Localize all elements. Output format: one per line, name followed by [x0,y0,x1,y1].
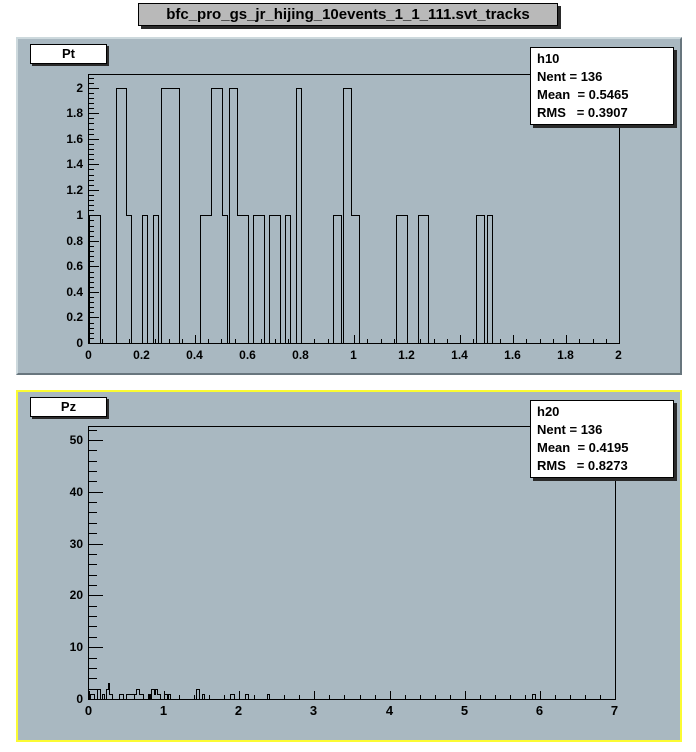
stats-hist-name: h20 [537,404,560,419]
histogram-plot[interactable] [89,427,615,699]
x-tick-label: 2 [615,348,622,362]
x-tick-label: 0.8 [292,348,309,362]
y-tick-label: 2 [76,80,83,95]
y-tick-label: 1.2 [66,182,83,197]
y-tick-label: 1.8 [66,105,83,120]
y-tick-label: 10 [69,639,83,654]
y-tick-label: 50 [69,432,83,447]
axis-ticks [89,430,601,699]
stats-mean: Mean = 0.4195 [537,440,629,455]
pz-plot-frame[interactable] [88,426,616,700]
x-tick-label: 1 [350,348,357,362]
x-tick-label: 6 [535,703,544,718]
x-tick-label: 0 [85,348,92,362]
histogram-line[interactable] [90,683,536,700]
y-tick-label: 30 [69,536,83,551]
pt-title-text: Pt [62,46,75,61]
x-tick-label: 1.6 [504,348,521,362]
histogram-line[interactable] [89,88,493,344]
x-tick-label: 1 [159,703,168,718]
x-tick-label: 4 [385,703,394,718]
pz-title-pave[interactable]: Pz [30,397,107,417]
x-tick-label: 0.2 [133,348,150,362]
y-tick-label: 0.6 [66,258,83,273]
y-tick-label: 40 [69,484,83,499]
stats-mean: Mean = 0.5465 [537,87,629,102]
pz-stats-box[interactable]: h20 Nent = 136 Mean = 0.4195 RMS = 0.827… [530,400,674,478]
stats-entries: Nent = 136 [537,69,603,84]
x-tick-label: 0.6 [239,348,256,362]
x-tick-label: 5 [460,703,469,718]
y-tick-label: 0 [76,335,83,350]
pt-plot-frame[interactable] [88,74,620,344]
y-tick-label: 0 [76,691,83,706]
stats-hist-name: h10 [537,51,560,66]
stats-rms: RMS = 0.3907 [537,105,628,120]
stats-entries: Nent = 136 [537,422,603,437]
x-tick-label: 3 [309,703,318,718]
y-tick-label: 20 [69,587,83,602]
pt-stats-box[interactable]: h10 Nent = 136 Mean = 0.5465 RMS = 0.390… [530,47,674,125]
y-tick-label: 0.4 [66,284,83,299]
x-tick-label: 7 [610,703,619,718]
y-tick-label: 1 [76,207,83,222]
x-tick-label: 1.8 [557,348,574,362]
pad-pt[interactable]: Pt h10 Nent = 136 Mean = 0.5465 RMS = 0.… [16,37,682,375]
y-tick-label: 1.6 [66,131,83,146]
y-tick-label: 1.4 [66,156,83,171]
canvas-title-text: bfc_pro_gs_jr_hijing_10events_1_1_111.sv… [166,6,530,23]
histogram-plot[interactable] [89,75,619,343]
x-tick-label: 0.4 [186,348,203,362]
canvas-title-pave[interactable]: bfc_pro_gs_jr_hijing_10events_1_1_111.sv… [138,3,558,26]
stats-rms: RMS = 0.8273 [537,458,628,473]
x-tick-label: 0 [84,703,93,718]
y-tick-label: 0.8 [66,233,83,248]
x-tick-label: 2 [234,703,243,718]
x-tick-label: 1.4 [451,348,468,362]
pad-pz[interactable]: Pz h20 Nent = 136 Mean = 0.4195 RMS = 0.… [16,390,682,742]
pt-title-pave[interactable]: Pt [30,44,107,64]
y-tick-label: 0.2 [66,309,83,324]
x-tick-label: 1.2 [398,348,415,362]
pz-title-text: Pz [60,399,77,414]
